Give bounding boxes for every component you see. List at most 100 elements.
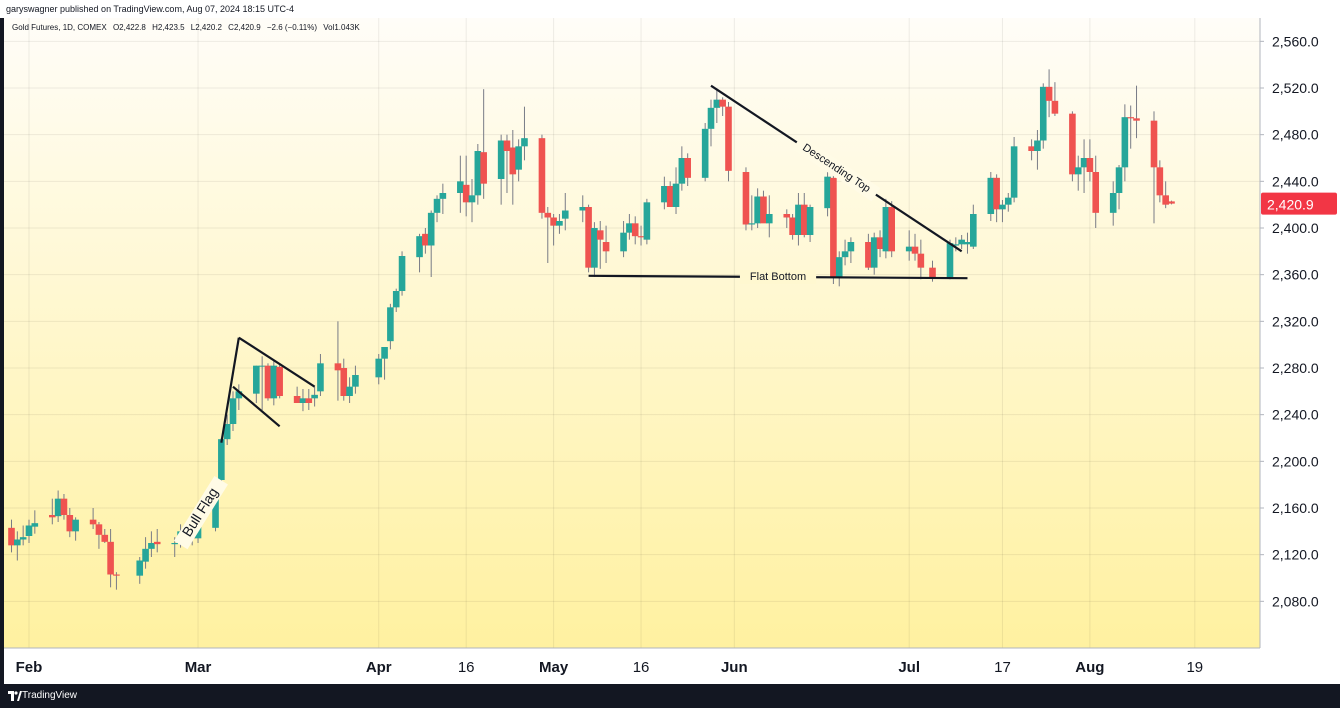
candle	[999, 200, 1006, 223]
candle	[1121, 104, 1129, 182]
candle	[14, 531, 21, 561]
candle-body	[596, 230, 604, 240]
candle-body	[253, 365, 260, 394]
candle-body	[317, 363, 324, 392]
trendline	[232, 385, 281, 428]
candle	[643, 198, 651, 245]
candle	[521, 106, 528, 161]
candle	[701, 123, 709, 182]
candle	[1115, 165, 1123, 210]
candle-body	[340, 368, 348, 396]
candle-body	[876, 237, 884, 249]
x-tick-label: 17	[994, 659, 1011, 676]
legend-high: H2,423.5	[152, 23, 185, 32]
candle	[841, 239, 849, 266]
candle	[416, 233, 423, 273]
candle	[311, 386, 318, 407]
candle-body	[643, 202, 651, 240]
candle	[684, 153, 691, 186]
legend-volume: Vol1.043K	[323, 23, 360, 32]
candle	[620, 221, 627, 258]
candle	[49, 498, 56, 525]
candle	[993, 174, 1000, 223]
candle	[305, 389, 313, 410]
candle-body	[142, 548, 149, 562]
candle-body	[392, 291, 400, 308]
candle	[480, 89, 487, 199]
candle	[911, 233, 919, 261]
last-price-label: 2,420.9	[1267, 197, 1314, 213]
candle	[439, 183, 447, 214]
candle-body	[258, 365, 266, 367]
candle	[340, 358, 348, 401]
candle-body	[1028, 146, 1035, 151]
candle	[789, 214, 796, 240]
candle	[258, 356, 266, 410]
candle	[795, 193, 802, 246]
candle-body	[602, 242, 610, 252]
candle-body	[352, 375, 359, 387]
candle	[754, 188, 761, 228]
candle	[596, 221, 604, 269]
y-tick-label: 2,440.0	[1272, 173, 1319, 189]
candle-body	[480, 152, 487, 184]
svg-text:Gold Futures, 1D, COMEX: Gold Futures, 1D, COMEX O2,422.8 H2,423.…	[12, 23, 360, 32]
annotation-label-background	[792, 135, 881, 202]
candle-body	[95, 524, 103, 535]
publisher-header: garyswagner published on TradingView.com…	[0, 0, 1340, 18]
candle	[136, 557, 144, 584]
tradingview-logo-icon[interactable]	[8, 690, 22, 702]
candle-body	[60, 498, 68, 515]
candle-body	[1004, 197, 1012, 205]
candle-body	[218, 439, 225, 480]
candle-body	[631, 223, 639, 237]
candle-body	[311, 394, 318, 399]
candle-body	[497, 140, 505, 179]
candle-body	[433, 198, 441, 213]
candle	[153, 529, 161, 553]
candle-body	[375, 358, 383, 378]
candle-body	[1156, 167, 1164, 196]
candle	[31, 510, 39, 534]
x-axis[interactable]: Feb Mar Apr 16 May 16 Jun Jul 17 Aug 19	[4, 647, 1260, 676]
candle	[882, 198, 890, 259]
candle	[107, 529, 114, 588]
candle-body	[1045, 86, 1053, 101]
candle-body	[107, 541, 114, 575]
chart-frame[interactable]: Bull Flag Descending Top Flat Bottom 2,080…	[4, 18, 1340, 684]
candle-body	[1121, 117, 1129, 168]
candle-body	[346, 386, 353, 396]
candle	[585, 204, 592, 273]
candle	[1156, 160, 1164, 203]
candle-body	[561, 210, 569, 219]
candle	[765, 195, 773, 238]
candle	[719, 97, 726, 116]
candle	[276, 363, 283, 399]
candle	[876, 230, 884, 258]
y-axis[interactable]: 2,080.0 2,120.0 2,160.0 2,200.0 2,240.0 2,280…	[1260, 33, 1319, 609]
candle-body	[835, 257, 843, 277]
candle-body	[1069, 113, 1076, 175]
candle-body	[579, 207, 587, 211]
candle-body	[678, 158, 686, 184]
candle	[1039, 83, 1047, 149]
x-tick-label: Mar	[185, 659, 212, 676]
candle-body	[865, 242, 872, 268]
candle-body	[1127, 117, 1134, 119]
candle	[1034, 130, 1041, 170]
candle	[579, 195, 587, 223]
candle-body	[760, 196, 767, 224]
candle	[60, 494, 68, 520]
candle-body	[305, 398, 313, 403]
candle-body	[148, 543, 155, 549]
candle-body	[457, 181, 464, 193]
candle	[515, 139, 522, 182]
candle	[229, 391, 237, 431]
candle-body	[719, 99, 726, 107]
y-tick-label: 2,120.0	[1272, 547, 1319, 563]
candle	[72, 517, 79, 541]
candle	[299, 389, 307, 412]
candle-body	[841, 251, 849, 258]
candle-body	[212, 481, 219, 528]
